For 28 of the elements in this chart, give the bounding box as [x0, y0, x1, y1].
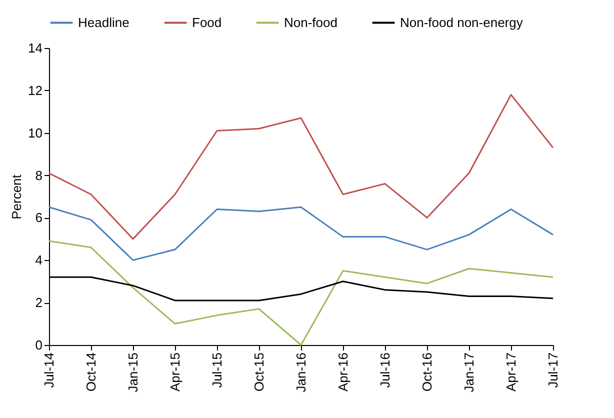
y-tick-label: 12 — [28, 82, 42, 98]
y-tick-label: 2 — [35, 295, 42, 310]
x-tick-label: Oct-14 — [84, 352, 98, 392]
x-tick-label: Apr-17 — [504, 352, 518, 392]
y-tick-label: 8 — [35, 168, 42, 183]
legend-label: Food — [192, 14, 222, 30]
y-tick-label: 4 — [35, 252, 42, 268]
x-tick-label: Jan-16 — [294, 352, 308, 392]
x-tick-label: Jan-15 — [126, 352, 140, 392]
x-tick-label: Jan-17 — [462, 352, 476, 392]
line-series — [48, 206, 554, 261]
legend-label: Non-food — [284, 14, 338, 30]
line-series — [48, 94, 554, 240]
x-tick-label: Jul-16 — [378, 352, 392, 388]
y-tick-label: 0 — [35, 338, 42, 352]
legend-label: Headline — [78, 14, 130, 30]
y-tick-label: 6 — [35, 210, 42, 226]
x-tick-label: Apr-15 — [168, 352, 182, 392]
x-tick-label: Jul-17 — [546, 352, 560, 388]
x-tick-label: Oct-15 — [252, 352, 266, 392]
x-tick-label: Jul-15 — [210, 352, 224, 388]
y-tick-label: 10 — [28, 125, 42, 140]
y-tick-label: 14 — [28, 40, 42, 56]
y-axis-title: Percent — [9, 174, 24, 220]
x-tick-label: Apr-16 — [336, 352, 350, 392]
x-tick-label: Oct-16 — [420, 352, 434, 392]
legend-label: Non-food non-energy — [400, 14, 524, 30]
x-tick-label: Jul-14 — [42, 352, 56, 388]
